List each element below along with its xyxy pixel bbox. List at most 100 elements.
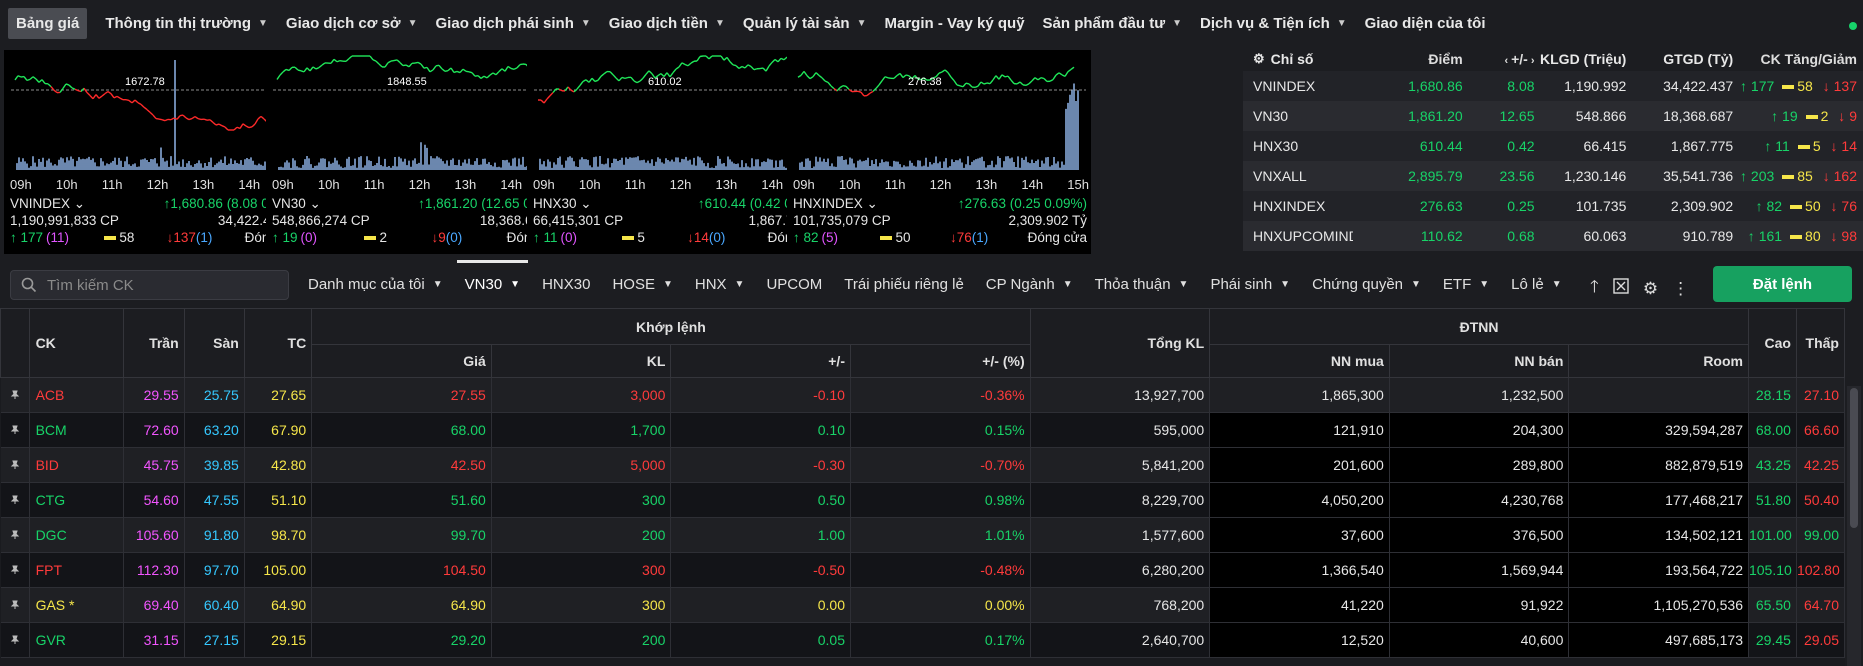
index-name[interactable]: VN30 ⌄ [272,196,321,211]
menu-item-1[interactable]: Thông tin thị trường ▼ [105,15,268,32]
tab-trái-phiếu-riêng-lẻ[interactable]: Trái phiếu riêng lẻ [844,275,964,293]
tab-phái-sinh[interactable]: Phái sinh ▼ [1210,275,1291,293]
price-segment [836,87,841,92]
excel-icon[interactable] [1613,278,1629,299]
price-segment [339,59,344,62]
tab-danh-mục-của-tôi[interactable]: Danh mục của tôi ▼ [308,275,443,293]
table-row[interactable]: FPT 112.30 97.70 105.00 104.50 300 -0.50 -0.48%… [0,552,1846,588]
floor-price: 60.40 [184,587,245,623]
reference-price: 64.90 [244,587,313,623]
price-segment [654,75,659,79]
menu-item-6[interactable]: Margin - Vay ký quỹ [884,15,1024,32]
index-value: 18,368.687 [1663,108,1734,124]
menu-item-2[interactable]: Giao dịch cơ sở ▼ [286,15,418,32]
tab-lô-lẻ[interactable]: Lô lẻ ▼ [1511,275,1562,293]
index-row[interactable]: VNINDEX 1,680.86 8.08 1,190.992 34,422.437 ↑ … [1243,71,1863,101]
tab-hose[interactable]: HOSE ▼ [612,275,673,293]
tab-hnx30[interactable]: HNX30 [542,275,591,293]
mini-chart-vnindex[interactable]: 1672.7809h10h11h12h13h14h15hVNINDEX ⌄↑1,… [4,50,308,254]
mini-chart-hnxindex[interactable]: 276.38 09h 10h 11h 12h 13h 14h 15h HNXINDEX ⌄ ↑27… [787,50,1091,254]
gear-icon[interactable]: ⚙ [1253,51,1265,66]
price-segment [336,59,341,63]
board-scrollbar[interactable] [1847,386,1861,666]
stock-symbol[interactable]: GAS * [29,587,125,623]
index-row[interactable]: VN30 1,861.20 12.65 548.866 18,368.687 ↑ 19 2 … [1243,101,1863,131]
index-point: 2,895.79 [1408,168,1463,184]
table-row[interactable]: GAS * 69.40 60.40 64.90 64.90 300 0.00 0.00% 768… [0,587,1846,623]
pin-icon[interactable] [0,587,30,623]
tab-cp-ngành[interactable]: CP Ngành ▼ [985,275,1073,293]
menu-item-8[interactable]: Dịch vụ & Tiện ích ▼ [1200,15,1347,32]
chevron-left-icon[interactable]: ‹ [1504,55,1509,67]
pin-icon[interactable] [0,482,30,518]
col-room: Room [1568,344,1749,378]
tab-chứng-quyền[interactable]: Chứng quyền ▼ [1312,275,1421,293]
pin-icon[interactable] [0,622,30,658]
table-row[interactable]: DGC 105.60 91.80 98.70 99.70 200 1.00 1.01% 1,57… [0,517,1846,553]
low-price: 66.60 [1796,412,1846,448]
stock-symbol[interactable]: BID [29,447,125,483]
pin-icon[interactable] [0,517,30,553]
tab-upcom[interactable]: UPCOM [766,275,823,293]
pin-icon[interactable] [0,447,30,483]
menu-item-label: Giao diện của tôi [1364,15,1486,32]
reference-price: 29.15 [244,622,313,658]
menu-item-4[interactable]: Giao dịch tiền ▼ [609,15,725,32]
arrow-up-icon[interactable]: 🡑 [1590,277,1599,296]
table-row[interactable]: CTG 54.60 47.55 51.10 51.60 300 0.50 0.98% 8,229… [0,482,1846,518]
search-input[interactable]: Tìm kiếm CK [10,270,289,300]
more-options-icon[interactable]: ⋮ [1672,278,1690,298]
col-pin [0,308,30,378]
tab-thỏa-thuận[interactable]: Thỏa thuận ▼ [1094,275,1189,293]
stock-symbol[interactable]: DGC [29,517,125,553]
table-row[interactable]: BID 45.75 39.85 42.80 42.50 5,000 -0.30 -0.70% 5… [0,447,1846,483]
tab-vn30[interactable]: VN30 ▼ [456,260,529,308]
stock-symbol[interactable]: FPT [29,552,125,588]
price-change-pct: 1.01% [850,517,1031,553]
stock-symbol[interactable]: BCM [29,412,125,448]
mini-chart-hnx30[interactable]: 610.0209h10h11h12h13h14h15hHNX30 ⌄↑610.4… [527,50,831,254]
scrollbar-thumb[interactable] [1850,388,1858,528]
index-row[interactable]: HNXUPCOMINDEX 110.62 0.68 60.063 910.789 ↑ 16… [1243,221,1863,251]
tab-hnx[interactable]: HNX ▼ [694,275,745,293]
unchanged-bar-icon [1790,205,1803,210]
menu-item-0[interactable]: Bảng giá [8,8,88,39]
price-segment [884,76,889,79]
index-row[interactable]: HNXINDEX 276.63 0.25 101.735 2,309.902 ↑ 82 50… [1243,191,1863,221]
price-segment [245,125,250,129]
settings-icon[interactable]: ⚙ [1642,278,1659,298]
index-name[interactable]: HNX30 ⌄ [533,196,592,211]
price-segment [125,98,130,102]
index-row[interactable]: HNX30 610.44 0.42 66.415 1,867.775 ↑ 11 5 ↓ 14 [1243,131,1863,161]
pin-icon[interactable] [0,552,30,588]
index-row[interactable]: VNXALL 2,895.79 23.56 1,230.146 35,541.736 ↑ … [1243,161,1863,191]
menu-item-5[interactable]: Quản lý tài sản ▼ [743,15,867,32]
price-segment [309,66,314,72]
index-name: VNINDEX [1253,78,1316,94]
tab-etf[interactable]: ETF ▼ [1442,275,1490,293]
price-segment [669,72,674,78]
table-row[interactable]: GVR 31.15 27.15 29.15 29.20 200 0.05 0.17% 2,640… [0,622,1846,658]
index-col-change[interactable]: ‹ +/- › [1504,51,1535,67]
table-row[interactable]: ACB 29.55 25.75 27.65 27.55 3,000 -0.10 -0.36% 1… [0,377,1846,413]
menu-item-7[interactable]: Sản phẩm đầu tư ▼ [1043,15,1182,32]
stock-symbol[interactable]: ACB [29,377,125,413]
price-segment [941,69,946,73]
price-segment [830,85,835,90]
price-segment [848,88,853,93]
foreign-buy: 4,050,200 [1209,482,1390,518]
index-name[interactable]: HNXINDEX ⌄ [793,196,878,211]
index-name[interactable]: VNINDEX ⌄ [10,196,86,211]
pin-icon[interactable] [0,412,30,448]
pin-icon[interactable] [0,377,30,413]
mini-chart-vn30[interactable]: 1848.5509h10h11h12h13h14h15hVN30 ⌄↑1,861… [266,50,570,254]
stock-symbol[interactable]: CTG [29,482,125,518]
chevron-right-icon[interactable]: › [1530,55,1535,67]
table-row[interactable]: BCM 72.60 63.20 67.90 68.00 1,700 0.10 0.15% 595… [0,412,1846,448]
stock-symbol[interactable]: GVR [29,622,125,658]
menu-item-3[interactable]: Giao dịch phái sinh ▼ [436,15,591,32]
col-vol: KL [490,344,672,378]
place-order-button[interactable]: Đặt lệnh [1713,266,1852,302]
price-segment [878,80,883,86]
menu-item-9[interactable]: Giao diện của tôi [1365,15,1486,32]
